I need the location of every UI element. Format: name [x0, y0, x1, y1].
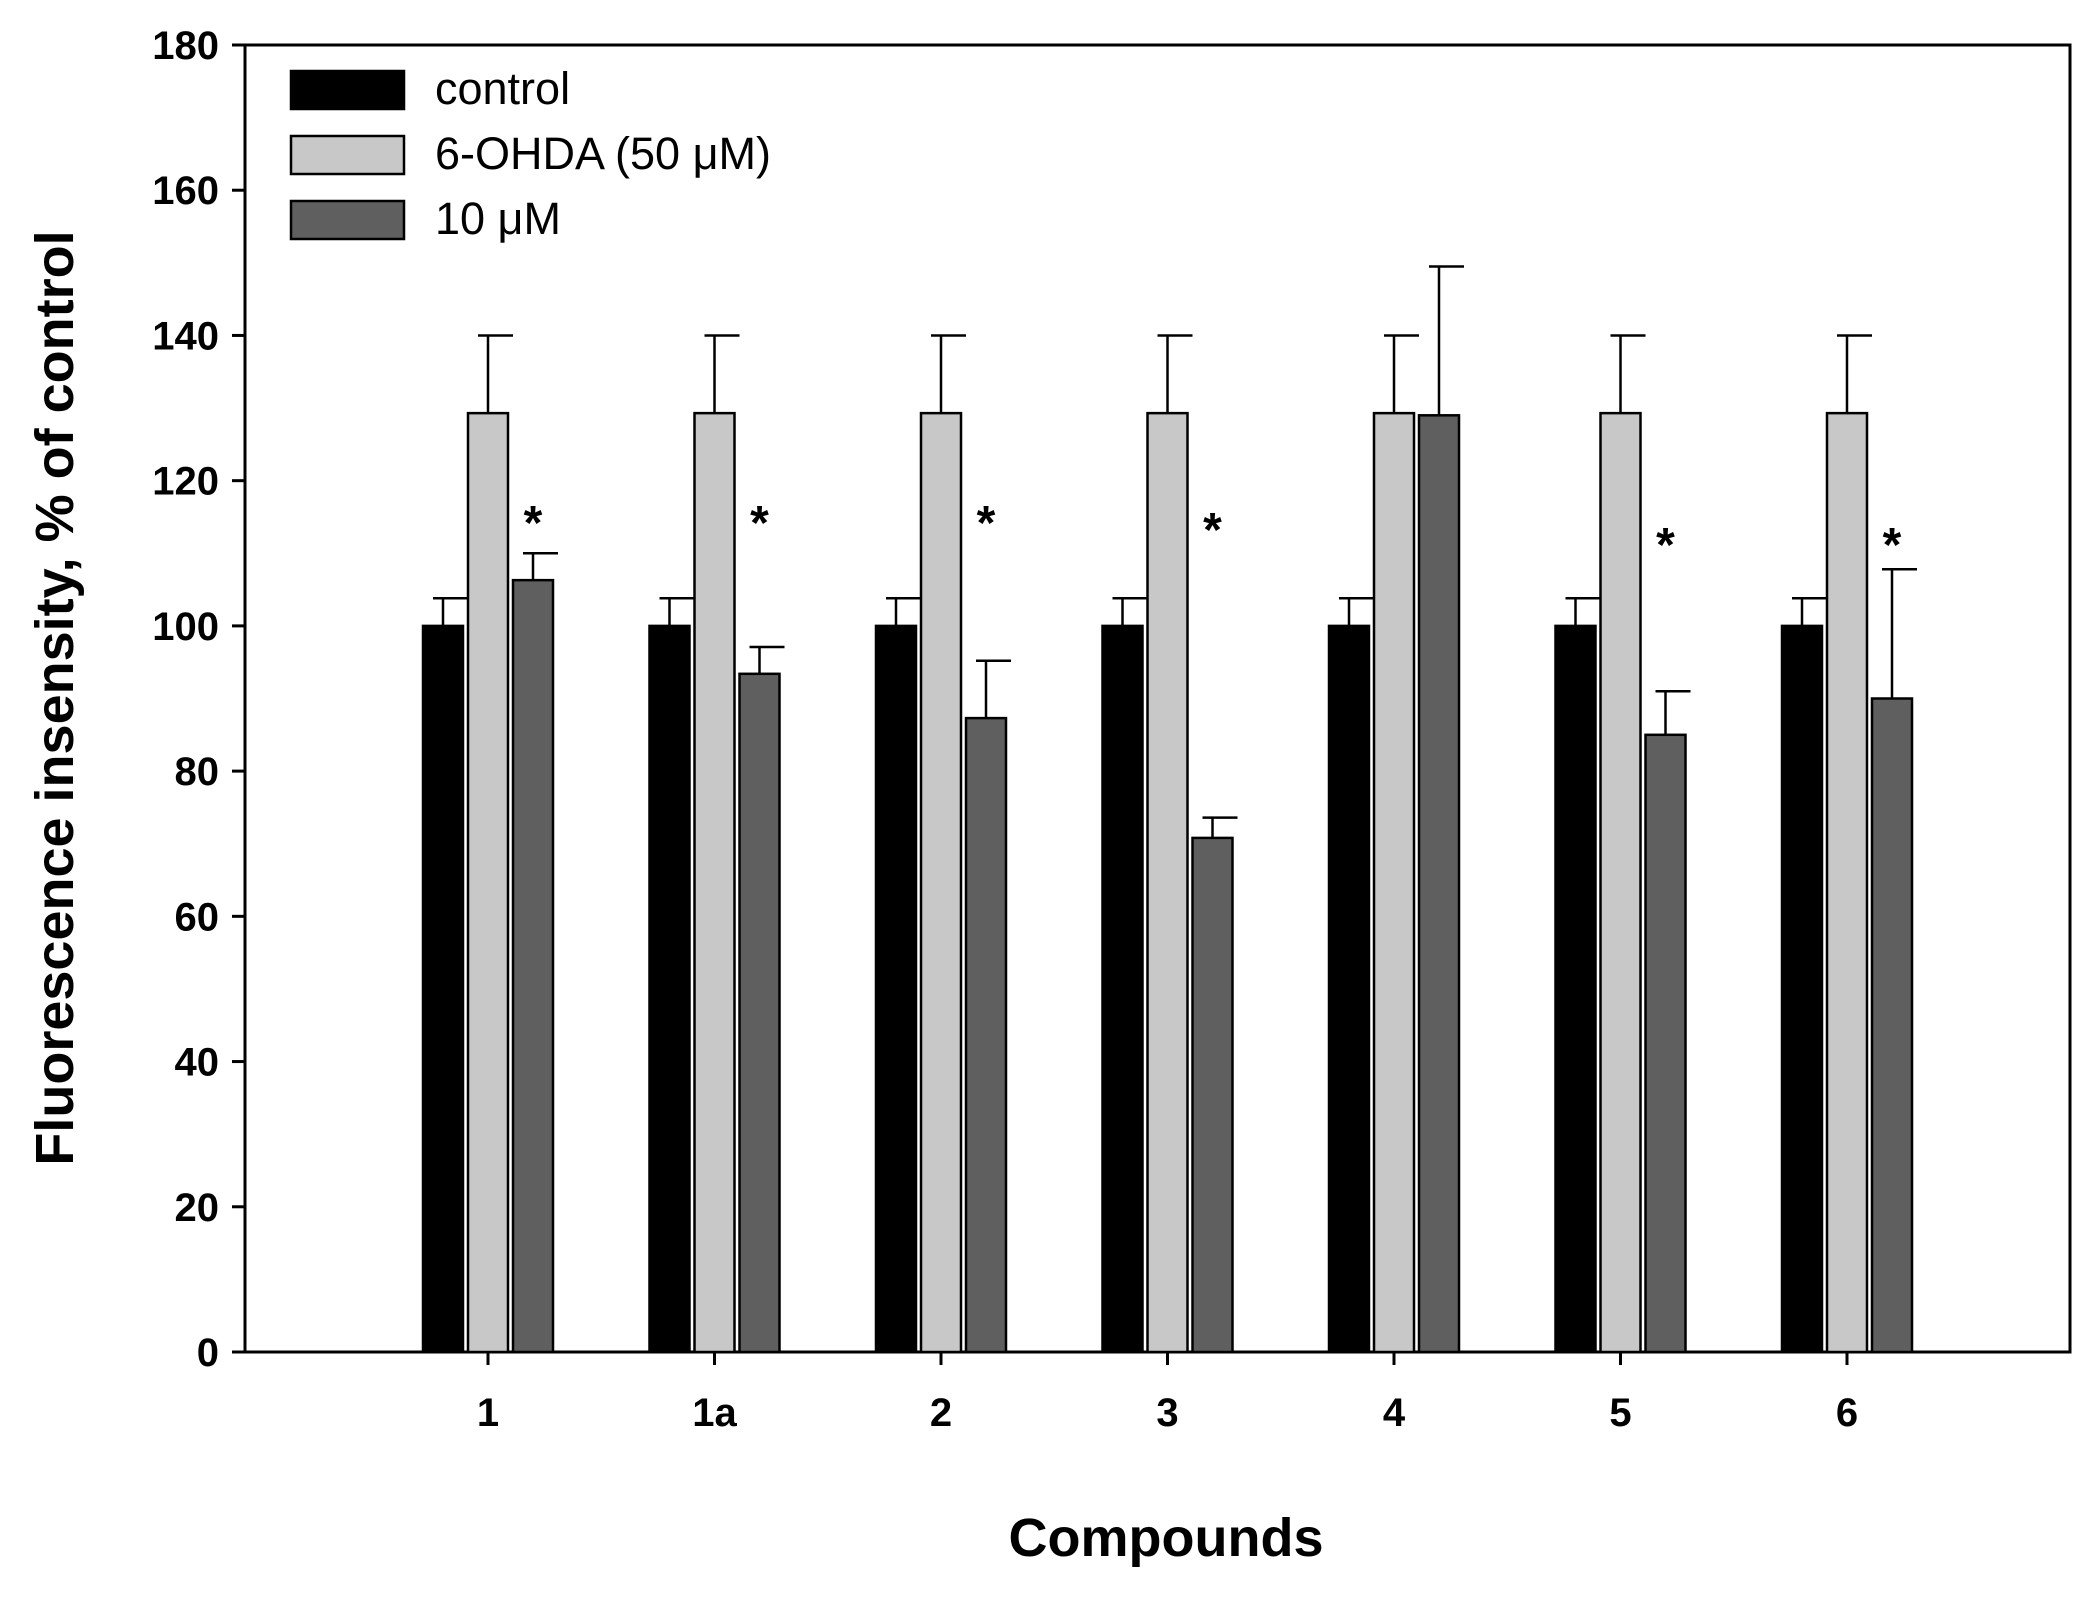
- legend-label: control: [435, 63, 570, 114]
- significance-star: *: [1883, 519, 1902, 572]
- y-tick-label: 160: [152, 169, 219, 213]
- y-tick-label: 60: [175, 895, 220, 939]
- x-axis-title: Compounds: [1009, 1508, 1324, 1568]
- significance-star: *: [524, 497, 543, 550]
- bar: [1825, 411, 1869, 1354]
- x-tick-label: 4: [1383, 1391, 1406, 1435]
- bar: [964, 716, 1008, 1354]
- bar: [1101, 624, 1144, 1354]
- bar: [421, 624, 465, 1354]
- bar: [874, 624, 918, 1354]
- x-tick-label: 3: [1156, 1391, 1178, 1435]
- x-tick-label: 1a: [692, 1391, 737, 1435]
- y-tick-label: 40: [175, 1041, 220, 1085]
- legend-label: 6-OHDA (50 μM): [435, 128, 771, 179]
- x-tick-label: 2: [930, 1391, 952, 1435]
- bar: [919, 411, 963, 1354]
- y-tick-label: 180: [152, 24, 219, 68]
- y-tick-label: 0: [197, 1331, 219, 1375]
- bar: [693, 411, 736, 1354]
- bar: [1372, 411, 1416, 1354]
- bar: [738, 672, 781, 1354]
- bar: [511, 578, 555, 1354]
- significance-star: *: [1656, 519, 1675, 572]
- bar: [1146, 411, 1189, 1354]
- bar: [1644, 733, 1687, 1354]
- y-tick-label: 80: [175, 750, 220, 794]
- bar: [1191, 836, 1234, 1354]
- legend-label: 10 μM: [435, 193, 561, 244]
- significance-star: *: [977, 497, 996, 550]
- x-tick-label: 1: [477, 1391, 499, 1435]
- bar: [1780, 624, 1824, 1354]
- y-tick-label: 20: [175, 1186, 220, 1230]
- bar-series: [421, 265, 1917, 1354]
- y-axis: 0 20 40 60 80 100 120 140 160 180: [152, 24, 245, 1375]
- x-tick-label: 5: [1609, 1391, 1631, 1435]
- y-axis-title: Fluorescence insensity, % of control: [25, 230, 85, 1165]
- significance-star: *: [750, 497, 769, 550]
- legend-swatch: [289, 199, 406, 241]
- significance-star: *: [1203, 504, 1222, 557]
- x-tick-label: 6: [1836, 1391, 1858, 1435]
- bar: [648, 624, 691, 1354]
- bar: [466, 411, 510, 1354]
- bar: [1599, 411, 1642, 1354]
- y-tick-label: 140: [152, 314, 219, 358]
- legend: control 6-OHDA (50 μM) 10 μM: [289, 63, 771, 244]
- x-axis: 1 1a 2 3 4 5 6: [477, 1352, 1858, 1435]
- bar: [1554, 624, 1597, 1354]
- y-tick-label: 120: [152, 460, 219, 504]
- legend-swatch: [289, 134, 406, 176]
- bar: [1870, 697, 1914, 1354]
- significance-markers: * * * * * *: [524, 497, 1902, 572]
- bar: [1417, 414, 1461, 1354]
- bar: [1327, 624, 1371, 1354]
- y-tick-label: 100: [152, 605, 219, 649]
- legend-swatch: [289, 69, 406, 111]
